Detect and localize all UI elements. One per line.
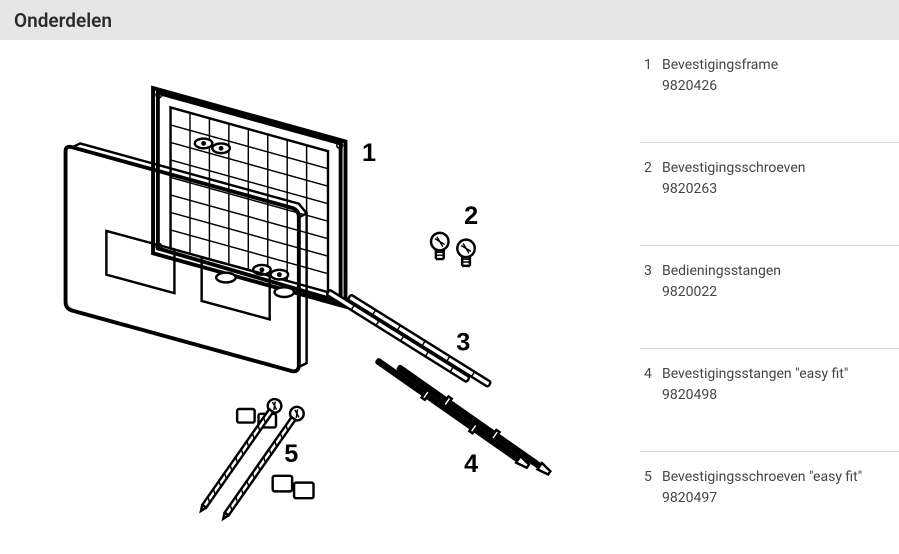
part-row: 3 Bedieningsstangen 9820022: [640, 246, 899, 349]
part-row: 5 Bevestigingsschroeven "easy fit" 98204…: [640, 452, 899, 554]
section-header: Onderdelen: [0, 0, 899, 40]
part-row: 2 Bevestigingsschroeven 9820263: [640, 143, 899, 246]
parts-list: 1 Bevestigingsframe 9820426 2 Bevestigin…: [640, 40, 899, 554]
callout-4: 4: [464, 450, 478, 478]
part-code: 9820426: [662, 77, 778, 96]
part-row: 1 Bevestigingsframe 9820426: [640, 40, 899, 143]
part-row: 4 Bevestigingsstangen "easy fit" 9820498: [640, 349, 899, 452]
part-number: 5: [644, 468, 662, 487]
callout-5: 5: [284, 440, 298, 468]
part-code: 9820498: [662, 386, 848, 405]
part-screws: [431, 233, 475, 266]
part-name: Bevestigingsschroeven: [662, 159, 806, 178]
part-number: 2: [644, 159, 662, 178]
diagram-svg: 1 2 3 4 5: [30, 54, 626, 540]
part-name: Bevestigingsframe: [662, 56, 778, 75]
part-number: 4: [644, 365, 662, 384]
part-name: Bedieningsstangen: [662, 262, 781, 281]
part-code: 9820497: [662, 489, 862, 508]
callout-2: 2: [464, 202, 478, 230]
part-name: Bevestigingsstangen "easy fit": [662, 365, 848, 384]
part-number: 3: [644, 262, 662, 281]
part-name: Bevestigingsschroeven "easy fit": [662, 468, 862, 487]
part-code: 9820022: [662, 283, 781, 302]
callout-1: 1: [362, 139, 376, 167]
part-number: 1: [644, 56, 662, 75]
content-area: 1 2 3 4 5 1 Bevestigingsframe 9820426 2 …: [0, 40, 899, 554]
part-easyfit-rods: [265, 345, 552, 540]
part-code: 9820263: [662, 180, 806, 199]
callout-3: 3: [456, 328, 470, 356]
section-title: Onderdelen: [14, 9, 112, 32]
exploded-diagram: 1 2 3 4 5: [0, 40, 640, 554]
